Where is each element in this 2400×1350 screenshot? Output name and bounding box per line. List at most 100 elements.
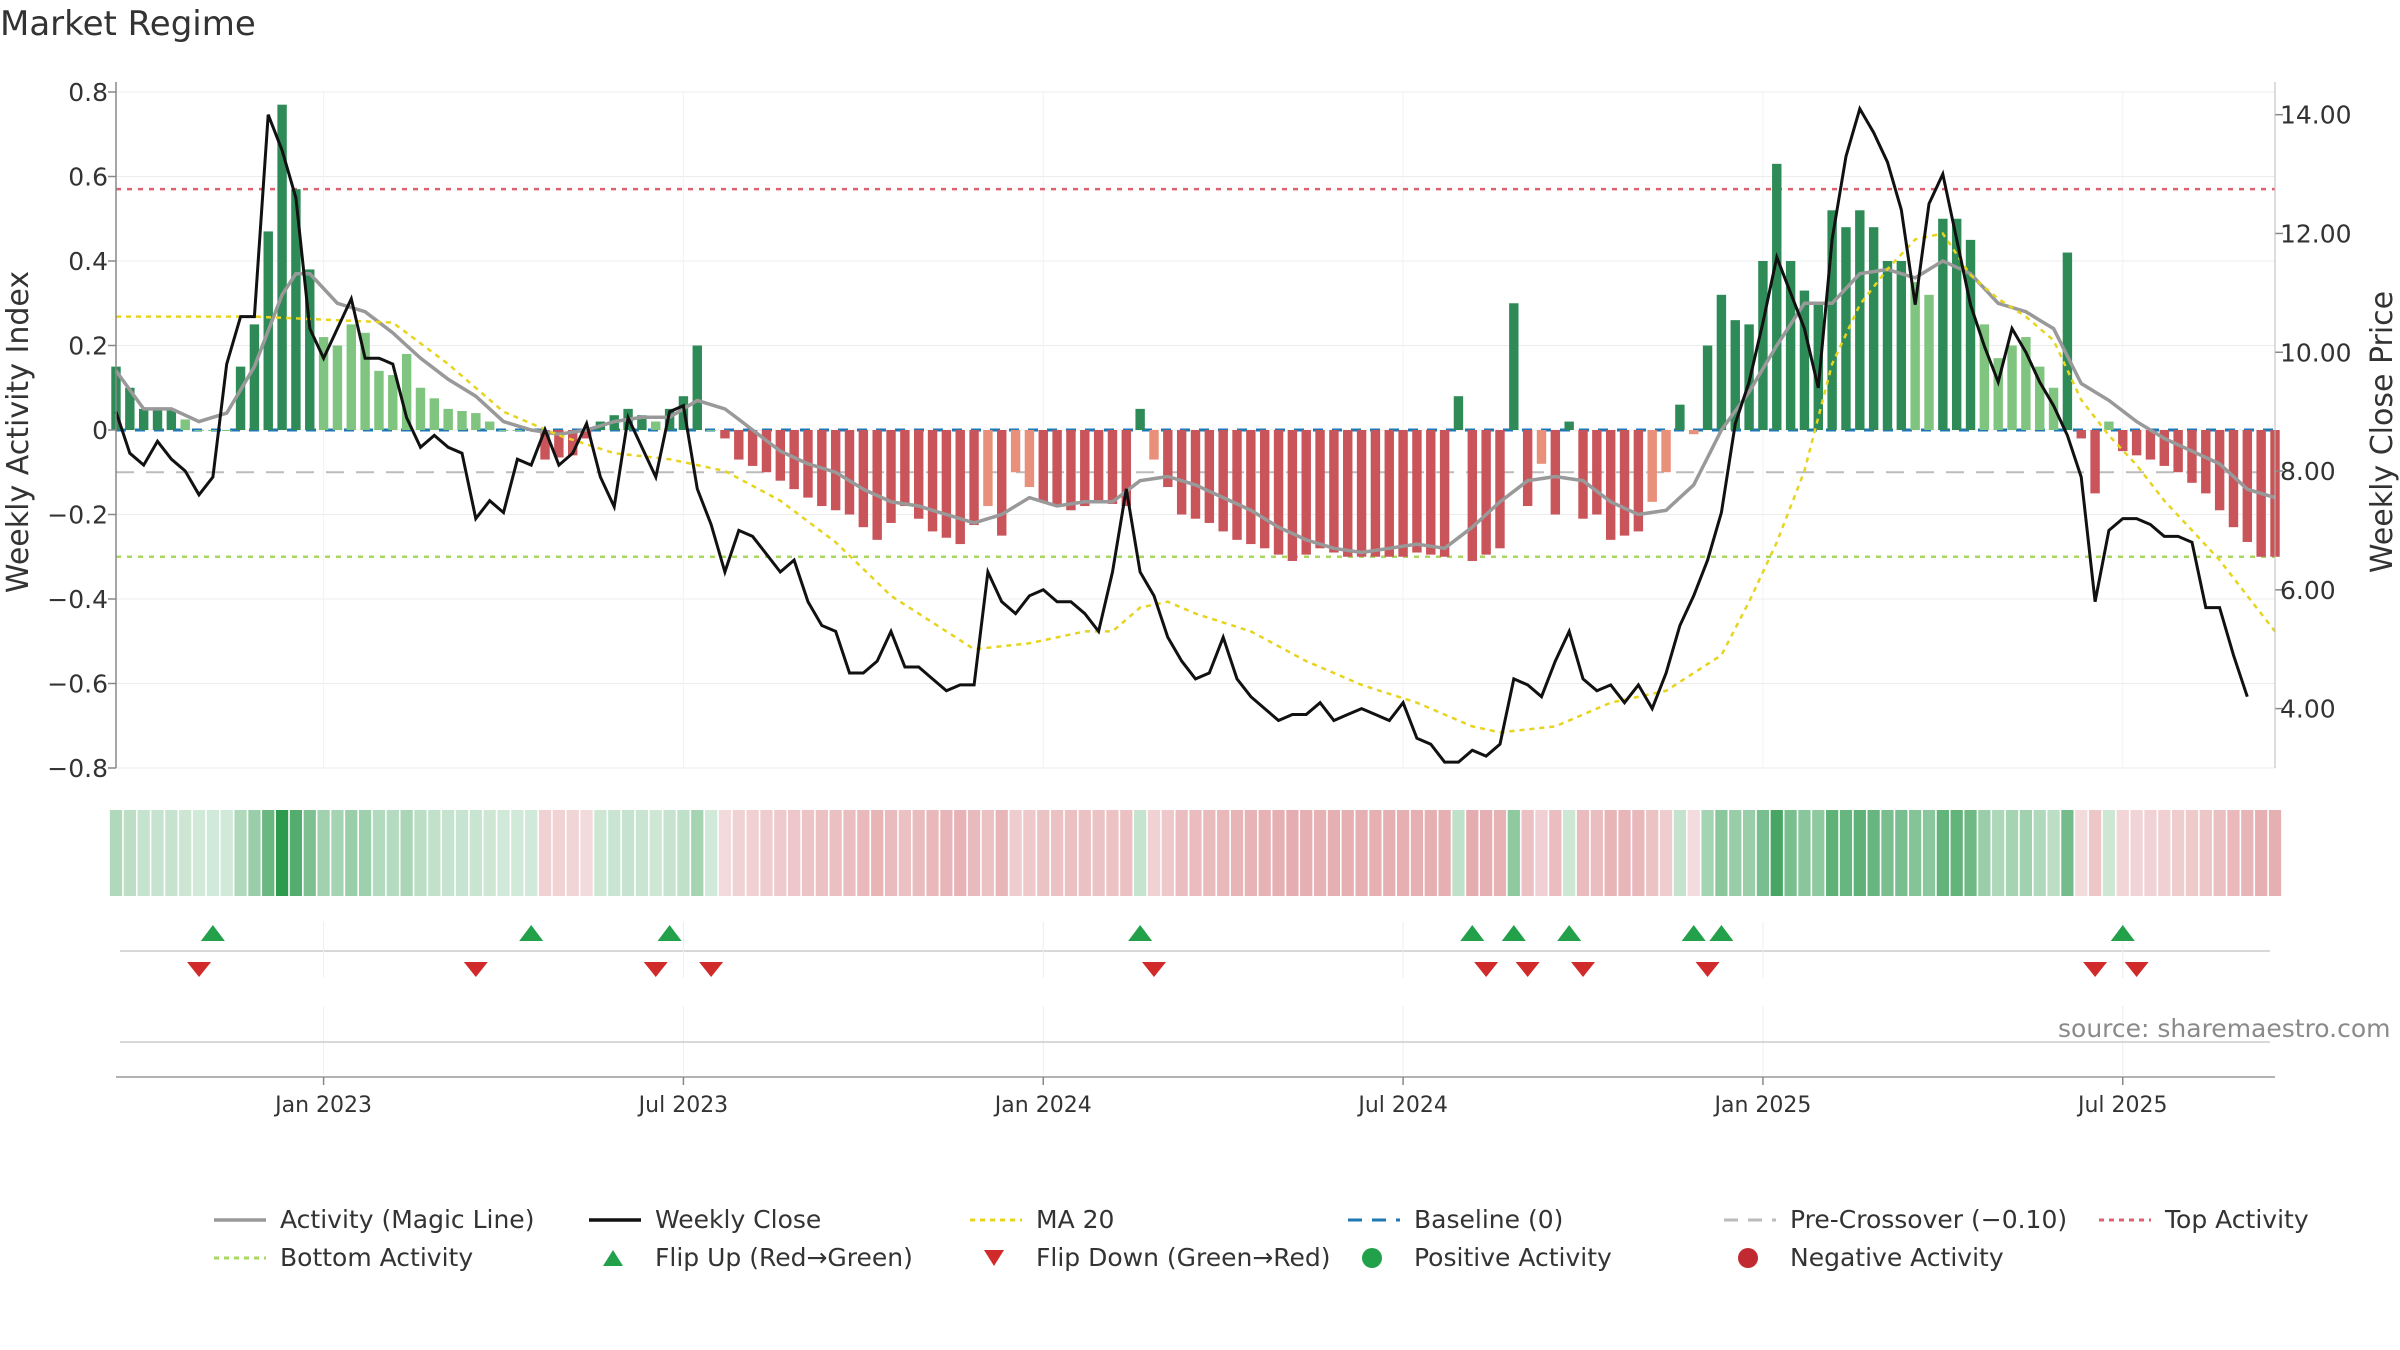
regime-cell	[1313, 810, 1327, 896]
regime-cell	[566, 810, 579, 896]
flip-down-marker	[699, 962, 724, 977]
activity-bar	[1578, 430, 1588, 519]
legend-label: Negative Activity	[1790, 1243, 2004, 1272]
legend-swatch	[214, 1217, 266, 1222]
legend-item: Top Activity	[2095, 1205, 2309, 1234]
activity-bar	[872, 430, 882, 540]
ma20-line	[116, 232, 2276, 734]
regime-cell	[1881, 810, 1894, 896]
regime-cell	[1826, 810, 1839, 896]
activity-bar	[1412, 430, 1422, 553]
reference-lines	[116, 187, 2275, 558]
activity-bar	[1924, 294, 1934, 430]
regime-cell	[1964, 810, 1977, 896]
activity-bar	[1619, 430, 1630, 536]
regime-cell	[1701, 810, 1714, 896]
activity-bar	[1467, 430, 1478, 561]
activity-bar	[2159, 430, 2169, 466]
regime-cell	[926, 810, 939, 896]
regime-cell	[1258, 810, 1271, 896]
activity-bar	[1716, 294, 1727, 430]
activity-bars	[111, 104, 2280, 561]
regime-cell	[1950, 810, 1963, 896]
activity-bar	[2076, 430, 2086, 439]
regime-cell	[123, 810, 136, 896]
legend-swatch	[1724, 1218, 1776, 1221]
regime-cell	[552, 810, 565, 896]
flip-up-marker	[1557, 925, 1582, 941]
activity-bar	[1190, 430, 1201, 519]
activity-bar	[637, 415, 647, 430]
activity-bar	[1107, 430, 1118, 504]
regime-cell	[2158, 810, 2171, 896]
activity-bar	[305, 269, 315, 430]
activity-bar	[1163, 430, 1173, 488]
regime-cell	[1729, 810, 1742, 896]
activity-bar	[1370, 430, 1381, 557]
regime-cell	[1009, 810, 1022, 896]
regime-cell	[455, 810, 469, 896]
activity-bar	[734, 430, 744, 460]
activity-bar	[692, 345, 702, 430]
flip-down-marker	[1571, 962, 1596, 977]
activity-bar	[858, 430, 869, 528]
regime-cell	[289, 810, 303, 896]
legend-label: Top Activity	[2165, 1205, 2309, 1234]
regime-cell	[1770, 810, 1783, 896]
activity-bar	[166, 408, 177, 430]
flip-down-marker	[2124, 962, 2149, 977]
activity-bar	[512, 430, 523, 431]
regime-cell	[801, 810, 815, 896]
regime-cell	[1798, 810, 1811, 896]
regime-cell	[2255, 810, 2268, 896]
regime-cell	[2047, 810, 2060, 896]
regime-cell	[704, 810, 718, 896]
activity-bar	[1052, 430, 1062, 507]
regime-cell	[788, 810, 801, 896]
activity-bar	[1965, 239, 1976, 430]
regime-cell	[1438, 810, 1451, 896]
activity-bar	[1661, 430, 1671, 473]
activity-bar	[1398, 430, 1408, 557]
regime-cell	[1742, 810, 1756, 896]
regime-cell	[109, 810, 123, 896]
regime-cell	[1839, 810, 1853, 896]
regime-cell	[718, 810, 732, 896]
activity-bar	[1246, 430, 1256, 545]
activity-bar	[1758, 261, 1768, 430]
regime-cell	[1300, 810, 1313, 896]
regime-cell	[1134, 810, 1147, 896]
weekly-close-line	[114, 105, 2249, 764]
activity-bar	[194, 430, 204, 431]
regime-cell	[2213, 810, 2226, 896]
activity-bar	[2035, 366, 2045, 430]
flip-up-marker	[519, 925, 544, 941]
activity-bar	[1426, 430, 1436, 555]
activity-bar	[1439, 430, 1450, 557]
flip-down-marker	[643, 962, 668, 977]
activity-bar	[1675, 404, 1685, 430]
activity-bar	[457, 410, 467, 430]
activity-bar	[706, 430, 716, 431]
activity-bar	[1951, 218, 1962, 430]
regime-cell	[345, 810, 358, 896]
activity-bar	[2090, 430, 2100, 494]
activity-bar	[1329, 430, 1339, 553]
regime-cell	[538, 810, 552, 896]
activity-bar	[1024, 430, 1035, 488]
regime-cell	[649, 810, 662, 896]
flip-up-marker	[1128, 925, 1153, 941]
activity-bar	[1689, 430, 1699, 435]
regime-cell	[1978, 810, 1991, 896]
activity-bar	[2214, 430, 2225, 511]
y2-tick-label: 14.00	[2280, 101, 2352, 130]
regime-cell	[1023, 810, 1036, 896]
activity-bar	[886, 430, 896, 523]
activity-bar	[1979, 324, 1990, 430]
activity-bar	[152, 408, 163, 430]
x-tick-label: Jan 2024	[993, 1093, 1092, 1118]
y-tick-label: 0	[92, 416, 108, 445]
activity-bar	[2131, 430, 2142, 456]
activity-bar	[720, 430, 730, 439]
activity-bar	[1010, 430, 1021, 473]
